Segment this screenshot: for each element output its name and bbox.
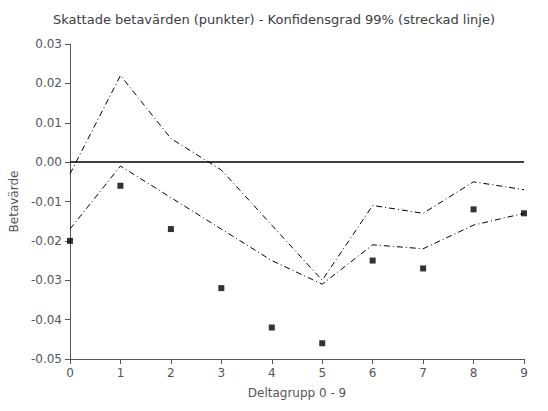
svg-text:-0.03: -0.03	[31, 273, 62, 287]
svg-text:5: 5	[318, 366, 326, 380]
svg-text:4: 4	[268, 366, 276, 380]
svg-text:0.01: 0.01	[35, 116, 62, 130]
svg-text:-0.05: -0.05	[31, 352, 62, 366]
svg-text:0.00: 0.00	[35, 155, 62, 169]
svg-text:Betavärde: Betavärde	[7, 171, 21, 233]
svg-text:Skattade betavärden (punkter): Skattade betavärden (punkter) - Konfiden…	[53, 12, 495, 27]
svg-text:2: 2	[167, 366, 175, 380]
svg-text:6: 6	[369, 366, 377, 380]
svg-text:Deltagrupp 0 - 9: Deltagrupp 0 - 9	[248, 386, 346, 400]
svg-text:8: 8	[470, 366, 478, 380]
svg-text:0.03: 0.03	[35, 37, 62, 51]
svg-text:0: 0	[66, 366, 74, 380]
svg-text:3: 3	[218, 366, 226, 380]
svg-text:0.02: 0.02	[35, 76, 62, 90]
svg-text:1: 1	[117, 366, 125, 380]
svg-text:9: 9	[520, 366, 528, 380]
svg-text:7: 7	[419, 366, 427, 380]
svg-text:-0.04: -0.04	[31, 313, 62, 327]
svg-text:-0.01: -0.01	[31, 195, 62, 209]
svg-text:-0.02: -0.02	[31, 234, 62, 248]
